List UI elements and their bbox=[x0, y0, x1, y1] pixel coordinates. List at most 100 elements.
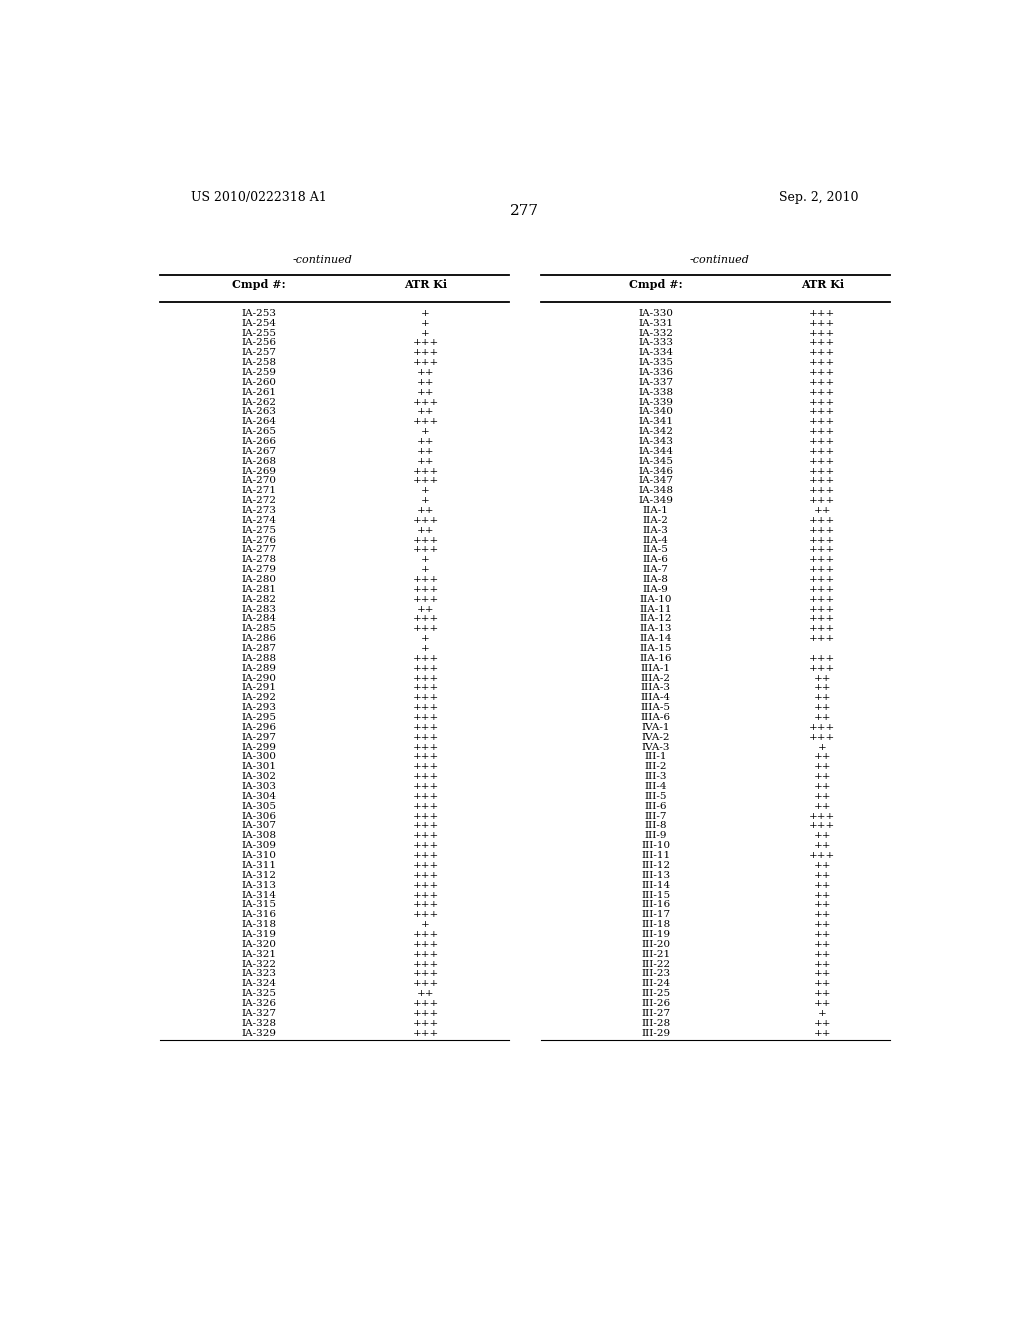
Text: IA-284: IA-284 bbox=[242, 614, 276, 623]
Text: IA-279: IA-279 bbox=[242, 565, 276, 574]
Text: IA-283: IA-283 bbox=[242, 605, 276, 614]
Text: IA-300: IA-300 bbox=[242, 752, 276, 762]
Text: +++: +++ bbox=[413, 979, 438, 989]
Text: IIA-10: IIA-10 bbox=[640, 595, 672, 603]
Text: +++: +++ bbox=[413, 871, 438, 880]
Text: ++: ++ bbox=[814, 880, 831, 890]
Text: +++: +++ bbox=[809, 309, 836, 318]
Text: IA-301: IA-301 bbox=[242, 763, 276, 771]
Text: ++: ++ bbox=[417, 525, 434, 535]
Text: IA-271: IA-271 bbox=[242, 486, 276, 495]
Text: IA-286: IA-286 bbox=[242, 634, 276, 643]
Text: +++: +++ bbox=[809, 368, 836, 378]
Text: +++: +++ bbox=[809, 545, 836, 554]
Text: III-4: III-4 bbox=[644, 781, 667, 791]
Text: +++: +++ bbox=[809, 634, 836, 643]
Text: IA-327: IA-327 bbox=[242, 1008, 276, 1018]
Text: ++: ++ bbox=[814, 832, 831, 841]
Text: +++: +++ bbox=[809, 348, 836, 358]
Text: +++: +++ bbox=[809, 378, 836, 387]
Text: ++: ++ bbox=[417, 437, 434, 446]
Text: IA-299: IA-299 bbox=[242, 743, 276, 751]
Text: ++: ++ bbox=[814, 684, 831, 693]
Text: III-5: III-5 bbox=[644, 792, 667, 801]
Text: IA-304: IA-304 bbox=[242, 792, 276, 801]
Text: IIA-3: IIA-3 bbox=[643, 525, 669, 535]
Text: +++: +++ bbox=[413, 693, 438, 702]
Text: IA-318: IA-318 bbox=[242, 920, 276, 929]
Text: Cmpd #:: Cmpd #: bbox=[232, 280, 286, 290]
Text: ATR Ki: ATR Ki bbox=[404, 280, 447, 290]
Text: ++: ++ bbox=[814, 1028, 831, 1038]
Text: +++: +++ bbox=[413, 653, 438, 663]
Text: +++: +++ bbox=[413, 880, 438, 890]
Text: ++: ++ bbox=[814, 940, 831, 949]
Text: IA-316: IA-316 bbox=[242, 911, 276, 919]
Text: +: + bbox=[421, 920, 430, 929]
Text: IIA-12: IIA-12 bbox=[640, 614, 672, 623]
Text: +++: +++ bbox=[809, 595, 836, 603]
Text: IVA-3: IVA-3 bbox=[641, 743, 670, 751]
Text: IA-349: IA-349 bbox=[638, 496, 673, 506]
Text: IIA-15: IIA-15 bbox=[640, 644, 672, 653]
Text: ++: ++ bbox=[814, 713, 831, 722]
Text: Sep. 2, 2010: Sep. 2, 2010 bbox=[778, 191, 858, 203]
Text: +++: +++ bbox=[809, 447, 836, 455]
Text: III-8: III-8 bbox=[644, 821, 667, 830]
Text: ++: ++ bbox=[814, 999, 831, 1008]
Text: +: + bbox=[421, 556, 430, 565]
Text: +++: +++ bbox=[413, 999, 438, 1008]
Text: +++: +++ bbox=[413, 792, 438, 801]
Text: III-2: III-2 bbox=[644, 763, 667, 771]
Text: III-20: III-20 bbox=[641, 940, 671, 949]
Text: IIA-4: IIA-4 bbox=[643, 536, 669, 545]
Text: IIA-16: IIA-16 bbox=[640, 653, 672, 663]
Text: +++: +++ bbox=[809, 466, 836, 475]
Text: III-27: III-27 bbox=[641, 1008, 671, 1018]
Text: IIA-13: IIA-13 bbox=[640, 624, 672, 634]
Text: IA-310: IA-310 bbox=[242, 851, 276, 861]
Text: IA-326: IA-326 bbox=[242, 999, 276, 1008]
Text: III-1: III-1 bbox=[644, 752, 667, 762]
Text: +++: +++ bbox=[809, 338, 836, 347]
Text: US 2010/0222318 A1: US 2010/0222318 A1 bbox=[191, 191, 328, 203]
Text: III-19: III-19 bbox=[641, 931, 671, 939]
Text: IA-259: IA-259 bbox=[242, 368, 276, 378]
Text: IIIA-2: IIIA-2 bbox=[641, 673, 671, 682]
Text: +++: +++ bbox=[809, 851, 836, 861]
Text: IA-323: IA-323 bbox=[242, 969, 276, 978]
Text: IA-303: IA-303 bbox=[242, 781, 276, 791]
Text: IA-255: IA-255 bbox=[242, 329, 276, 338]
Text: +++: +++ bbox=[809, 437, 836, 446]
Text: +++: +++ bbox=[809, 417, 836, 426]
Text: IA-320: IA-320 bbox=[242, 940, 276, 949]
Text: +++: +++ bbox=[413, 861, 438, 870]
Text: IA-285: IA-285 bbox=[242, 624, 276, 634]
Text: IA-276: IA-276 bbox=[242, 536, 276, 545]
Text: IA-322: IA-322 bbox=[242, 960, 276, 969]
Text: +++: +++ bbox=[809, 525, 836, 535]
Text: ++: ++ bbox=[814, 931, 831, 939]
Text: ++: ++ bbox=[814, 871, 831, 880]
Text: ++: ++ bbox=[417, 989, 434, 998]
Text: IA-319: IA-319 bbox=[242, 931, 276, 939]
Text: +++: +++ bbox=[413, 763, 438, 771]
Text: +++: +++ bbox=[413, 417, 438, 426]
Text: +++: +++ bbox=[413, 949, 438, 958]
Text: IA-292: IA-292 bbox=[242, 693, 276, 702]
Text: IA-267: IA-267 bbox=[242, 447, 276, 455]
Text: +++: +++ bbox=[413, 704, 438, 713]
Text: +: + bbox=[421, 634, 430, 643]
Text: ++: ++ bbox=[814, 792, 831, 801]
Text: +++: +++ bbox=[809, 486, 836, 495]
Text: III-9: III-9 bbox=[644, 832, 667, 841]
Text: ++: ++ bbox=[814, 949, 831, 958]
Text: IIIA-5: IIIA-5 bbox=[641, 704, 671, 713]
Text: IA-272: IA-272 bbox=[242, 496, 276, 506]
Text: +: + bbox=[818, 1008, 826, 1018]
Text: +++: +++ bbox=[413, 851, 438, 861]
Text: +: + bbox=[421, 428, 430, 436]
Text: +++: +++ bbox=[809, 556, 836, 565]
Text: IA-348: IA-348 bbox=[638, 486, 673, 495]
Text: ++: ++ bbox=[814, 900, 831, 909]
